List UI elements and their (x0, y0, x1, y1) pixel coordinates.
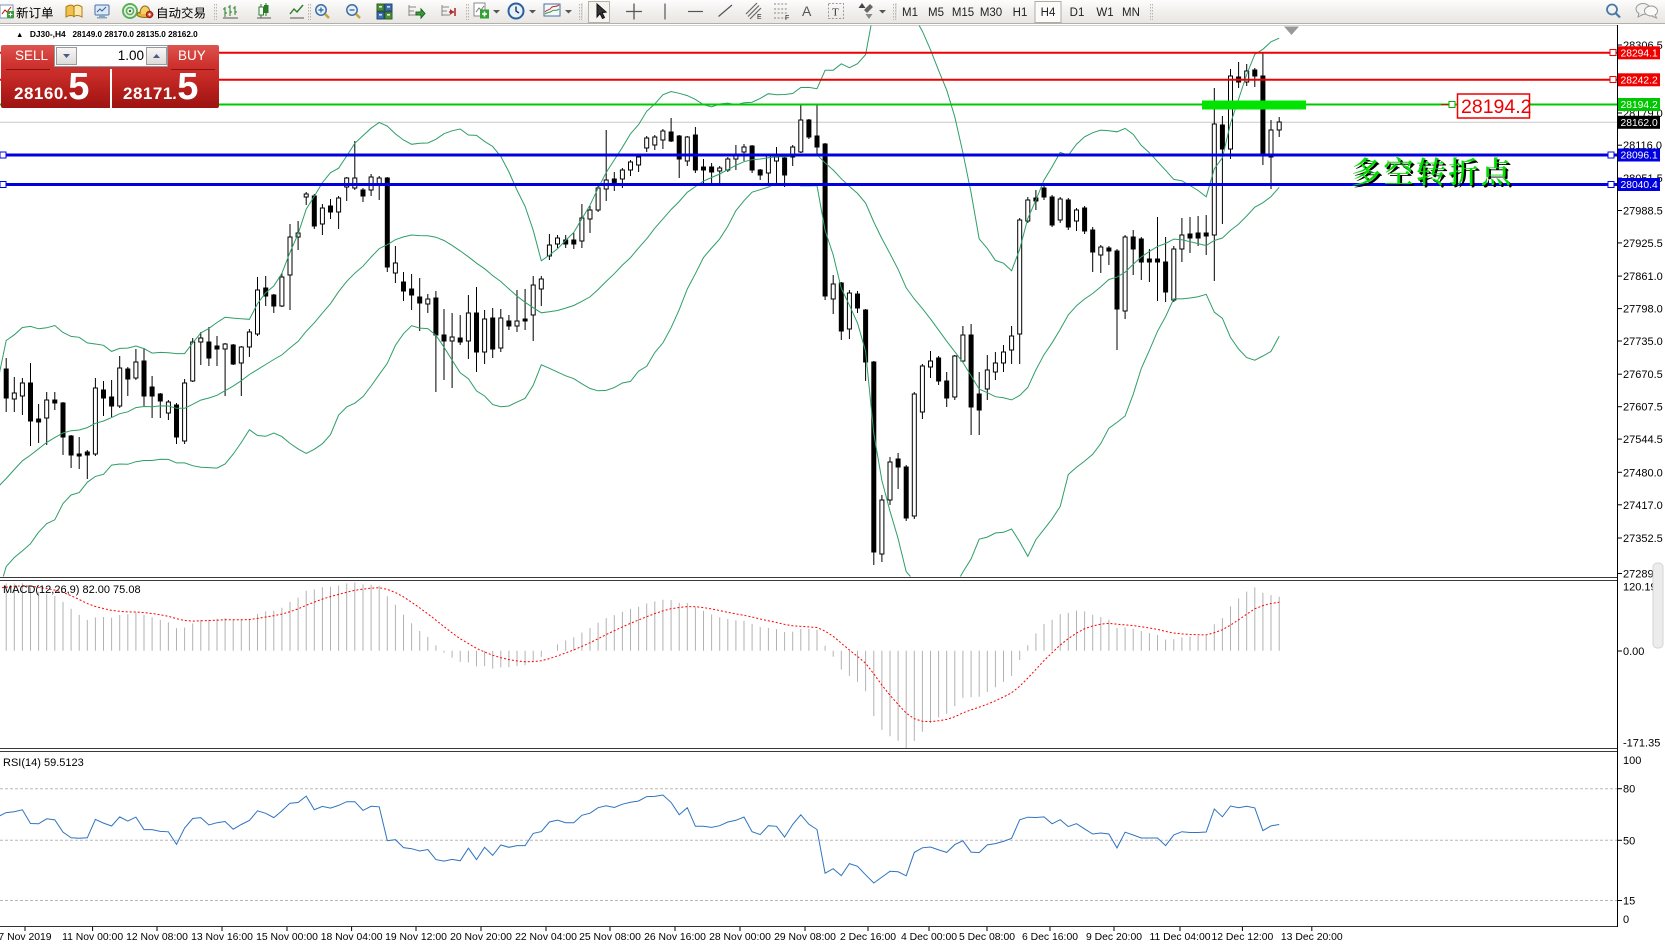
svg-text:27607.5: 27607.5 (1623, 402, 1663, 414)
svg-text:W1: W1 (1096, 7, 1113, 19)
svg-text:29 Nov 08:00: 29 Nov 08:00 (774, 932, 836, 943)
svg-text:27670.5: 27670.5 (1623, 369, 1663, 381)
svg-text:M30: M30 (980, 7, 1002, 19)
svg-text:13 Nov 16:00: 13 Nov 16:00 (191, 932, 253, 943)
svg-text:2 Dec 16:00: 2 Dec 16:00 (840, 932, 896, 943)
svg-text:-171.35: -171.35 (1623, 738, 1660, 750)
svg-text:26 Nov 16:00: 26 Nov 16:00 (644, 932, 706, 943)
svg-text:E: E (757, 14, 762, 21)
svg-text:A: A (802, 3, 812, 19)
svg-text:H4: H4 (1041, 7, 1056, 19)
svg-text:M1: M1 (902, 7, 918, 19)
svg-text:13 Dec 20:00: 13 Dec 20:00 (1281, 932, 1343, 943)
svg-text:MACD(12,26,9) 82.00 75.08: MACD(12,26,9) 82.00 75.08 (3, 584, 141, 596)
svg-text:27735.0: 27735.0 (1623, 336, 1663, 348)
svg-text:7 Nov 2019: 7 Nov 2019 (0, 932, 52, 943)
svg-text:28294.1: 28294.1 (1621, 48, 1658, 59)
svg-text:F: F (785, 15, 789, 22)
svg-text:9 Dec 20:00: 9 Dec 20:00 (1086, 932, 1142, 943)
svg-text:M15: M15 (952, 7, 974, 19)
svg-text:27417.0: 27417.0 (1623, 500, 1663, 512)
svg-text:27988.5: 27988.5 (1623, 206, 1663, 218)
svg-text:11 Dec 04:00: 11 Dec 04:00 (1149, 932, 1210, 943)
svg-text:6 Dec 16:00: 6 Dec 16:00 (1022, 932, 1078, 943)
svg-text:27480.0: 27480.0 (1623, 467, 1663, 479)
svg-text:12 Nov 08:00: 12 Nov 08:00 (126, 932, 188, 943)
svg-text:50: 50 (1623, 835, 1635, 847)
svg-text:28194.2: 28194.2 (1621, 100, 1658, 111)
svg-text:15 Nov 00:00: 15 Nov 00:00 (256, 932, 318, 943)
svg-text:28040.4: 28040.4 (1621, 180, 1658, 191)
svg-text:4 Dec 00:00: 4 Dec 00:00 (901, 932, 957, 943)
svg-text:D1: D1 (1070, 7, 1085, 19)
svg-text:25 Nov 08:00: 25 Nov 08:00 (579, 932, 641, 943)
svg-text:100: 100 (1623, 755, 1641, 767)
svg-text:11 Nov 00:00: 11 Nov 00:00 (62, 932, 123, 943)
svg-text:28 Nov 00:00: 28 Nov 00:00 (709, 932, 771, 943)
svg-text:H1: H1 (1013, 7, 1028, 19)
svg-text:0.00: 0.00 (1623, 646, 1644, 658)
svg-text:120.19: 120.19 (1623, 582, 1657, 594)
svg-text:19 Nov 12:00: 19 Nov 12:00 (385, 932, 447, 943)
svg-text:0: 0 (1623, 914, 1629, 926)
svg-text:MN: MN (1122, 7, 1140, 19)
svg-text:RSI(14) 59.5123: RSI(14) 59.5123 (3, 757, 84, 769)
svg-text:22 Nov 04:00: 22 Nov 04:00 (515, 932, 577, 943)
svg-text:27798.0: 27798.0 (1623, 304, 1663, 316)
svg-text:28096.1: 28096.1 (1621, 151, 1658, 162)
svg-text:12 Dec 12:00: 12 Dec 12:00 (1211, 932, 1273, 943)
svg-text:28242.2: 28242.2 (1621, 75, 1658, 86)
svg-text:27861.0: 27861.0 (1623, 271, 1663, 283)
svg-text:20 Nov 20:00: 20 Nov 20:00 (450, 932, 512, 943)
svg-text:15: 15 (1623, 896, 1635, 908)
svg-text:80: 80 (1623, 784, 1635, 796)
svg-text:28194.2: 28194.2 (1461, 96, 1532, 118)
svg-text:T: T (832, 7, 839, 19)
svg-text:28162.0: 28162.0 (1621, 118, 1658, 129)
svg-text:M5: M5 (928, 7, 944, 19)
svg-text:27352.5: 27352.5 (1623, 533, 1663, 545)
svg-text:27544.5: 27544.5 (1623, 434, 1663, 446)
svg-text:18 Nov 04:00: 18 Nov 04:00 (321, 932, 383, 943)
svg-text:27925.5: 27925.5 (1623, 238, 1663, 250)
svg-text:5 Dec 08:00: 5 Dec 08:00 (959, 932, 1015, 943)
